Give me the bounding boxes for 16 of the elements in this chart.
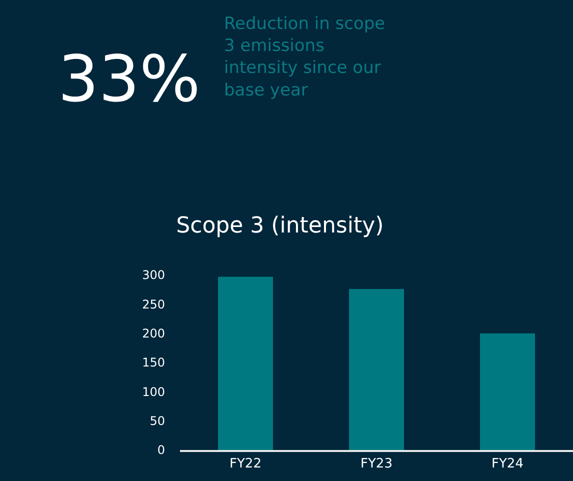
x-tick-label: FY22 bbox=[230, 456, 262, 472]
bar bbox=[348, 289, 404, 450]
y-tick-label: 250 bbox=[142, 297, 165, 312]
y-tick-label: 150 bbox=[142, 356, 165, 370]
bar bbox=[480, 333, 536, 450]
y-tick-label: 300 bbox=[142, 268, 165, 282]
y-tick-label: 100 bbox=[142, 384, 165, 399]
y-tick-label: 200 bbox=[142, 326, 165, 341]
text: 33% bbox=[58, 43, 200, 117]
chart-title: Scope 3 (intensity) bbox=[176, 214, 384, 239]
x-tick-label: FY23 bbox=[360, 456, 392, 472]
y-tick-label: 0 bbox=[157, 443, 165, 458]
bar bbox=[218, 276, 274, 450]
x-tick-label: FY24 bbox=[492, 456, 524, 472]
y-tick-label: 50 bbox=[150, 414, 165, 428]
text: Reduction in scope 3 emissions intensity since our base year bbox=[224, 14, 386, 100]
